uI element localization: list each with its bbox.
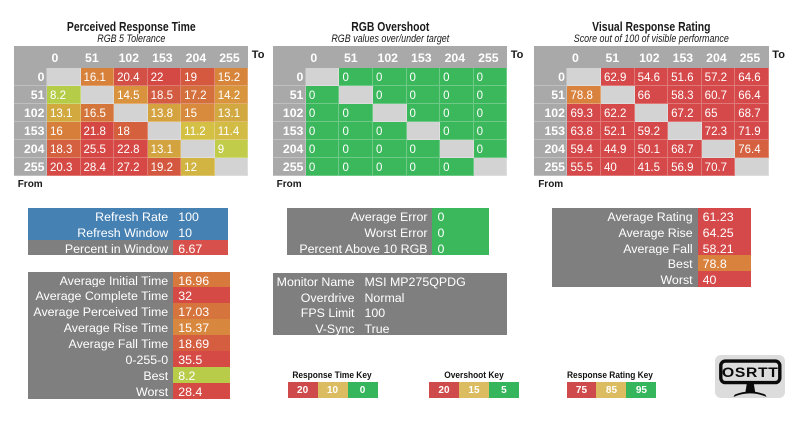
svg-text:OSRTT: OSRTT bbox=[722, 366, 778, 381]
